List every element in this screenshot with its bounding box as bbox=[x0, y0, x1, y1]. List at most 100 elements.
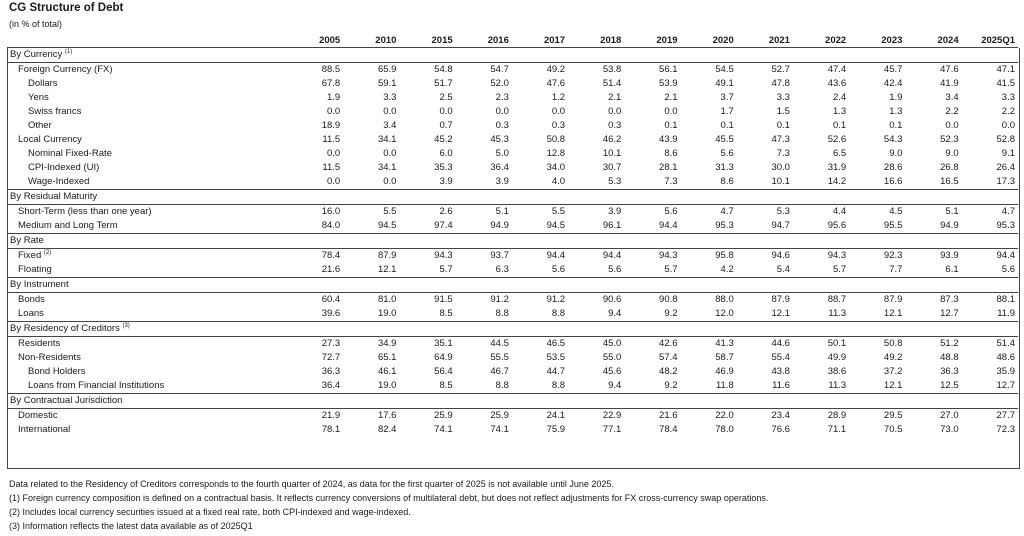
value-cell: 7.7 bbox=[849, 263, 906, 278]
section-label: By Currency bbox=[10, 49, 63, 60]
row-label-text: Bond Holders bbox=[28, 366, 86, 377]
value-cell: 19.0 bbox=[343, 307, 400, 322]
value-cell: 94.7 bbox=[736, 219, 793, 234]
section-header-row: By Residual Maturity bbox=[7, 189, 1018, 205]
value-cell: 29.5 bbox=[883, 410, 903, 421]
value-cell: 9.2 bbox=[624, 307, 681, 322]
value-cell: 31.9 bbox=[827, 162, 847, 173]
value-cell: 0.1 bbox=[664, 120, 678, 131]
value-cell: 17.6 bbox=[377, 410, 397, 421]
table-row: Swiss francs 0.0 0.0 0.0 0.0 0.0 0.0 0.0 1.7 1.5 1… bbox=[7, 105, 1018, 119]
value-cell: 52.7 bbox=[771, 64, 790, 75]
value-cell: 47.4 bbox=[827, 64, 847, 75]
row-label: Fixed (2) bbox=[7, 249, 287, 264]
value-cell: 45.3 bbox=[490, 134, 509, 145]
table-row: Medium and Long Term 84.0 94.5 97.4 94.9 94.5… bbox=[7, 219, 1018, 234]
row-label: International bbox=[7, 423, 287, 437]
year-header-cell: 2021 bbox=[736, 32, 793, 48]
value-cell: 24.1 bbox=[546, 410, 566, 421]
value-cell: 7.3 bbox=[776, 148, 790, 159]
value-cell: 11.9 bbox=[961, 307, 1018, 322]
value-cell: 78.1 bbox=[321, 424, 341, 435]
value-cell: 1.9 bbox=[327, 92, 341, 103]
value-cell: 9.0 bbox=[945, 148, 959, 159]
value-cell: 0.1 bbox=[776, 120, 790, 131]
value-cell: 52.0 bbox=[490, 78, 509, 89]
value-cell: 5.7 bbox=[399, 263, 456, 278]
value-cell: 54.3 bbox=[883, 134, 903, 145]
value-cell: 0.0 bbox=[343, 175, 400, 190]
table-row: Foreign Currency (FX) 88.5 65.9 54.8 54.7 49.… bbox=[7, 63, 1018, 78]
value-cell: 0.0 bbox=[383, 106, 397, 117]
value-cell: 0.0 bbox=[1001, 120, 1015, 131]
value-cell: 94.3 bbox=[434, 250, 453, 261]
debt-structure-table: 2005 2010 2015 2016 2017 2018 2019 2020 2021 2022… bbox=[7, 32, 1018, 437]
row-label: Bonds bbox=[7, 293, 287, 308]
value-cell: 9.1 bbox=[1001, 148, 1015, 159]
row-label-text: Non-Residents bbox=[18, 352, 81, 363]
row-label-text: Local Currency bbox=[18, 134, 82, 145]
value-cell: 11.3 bbox=[792, 307, 850, 322]
value-cell: 5.7 bbox=[624, 263, 681, 278]
year-header-cell: 2015 bbox=[399, 32, 456, 48]
year-header-cell: 2018 bbox=[568, 32, 625, 48]
value-cell: 41.3 bbox=[715, 338, 734, 349]
value-cell: 95.6 bbox=[792, 219, 850, 234]
year-header-cell: 2010 bbox=[343, 32, 400, 48]
table-row: Residents 27.3 34.9 35.1 44.5 46.5 45.0 42.6 41.… bbox=[7, 337, 1018, 352]
section-title: By Instrument bbox=[7, 277, 1018, 293]
value-cell: 3.9 bbox=[608, 206, 622, 217]
value-cell: 41.9 bbox=[940, 78, 959, 89]
value-cell: 11.5 bbox=[322, 162, 341, 173]
value-cell: 67.8 bbox=[321, 78, 341, 89]
value-cell: 2.6 bbox=[439, 206, 453, 217]
value-cell: 4.7 bbox=[1001, 206, 1015, 217]
value-cell: 49.1 bbox=[715, 78, 734, 89]
row-label: Wage-Indexed bbox=[7, 175, 287, 190]
table-row: Bonds 60.4 81.0 91.5 91.2 91.2 90.6 90.8 88.0 87.… bbox=[7, 293, 1018, 308]
value-cell: 2.2 bbox=[1001, 106, 1015, 117]
footnotes: Data related to the Residency of Credito… bbox=[9, 477, 768, 533]
row-label-text: Medium and Long Term bbox=[18, 220, 118, 231]
value-cell: 74.1 bbox=[434, 424, 453, 435]
section-title: By Contractual Jurisdiction bbox=[7, 393, 1018, 409]
section-header-row: By Instrument bbox=[7, 277, 1018, 293]
value-cell: 78.4 bbox=[321, 250, 341, 261]
value-cell: 5.6 bbox=[961, 263, 1018, 278]
value-cell: 11.8 bbox=[680, 379, 737, 394]
value-cell: 5.1 bbox=[945, 206, 959, 217]
value-cell: 0.0 bbox=[327, 106, 341, 117]
value-cell: 94.6 bbox=[771, 250, 790, 261]
value-cell: 34.9 bbox=[377, 338, 397, 349]
value-cell: 12.7 bbox=[905, 307, 962, 322]
value-cell: 8.8 bbox=[511, 307, 569, 322]
value-cell: 55.4 bbox=[771, 352, 790, 363]
row-label: Other bbox=[7, 119, 287, 133]
value-cell: 45.2 bbox=[434, 134, 453, 145]
value-cell: 36.3 bbox=[321, 366, 341, 377]
value-cell: 0.7 bbox=[439, 120, 453, 131]
page-title: CG Structure of Debt bbox=[9, 2, 124, 14]
value-cell: 51.4 bbox=[602, 78, 622, 89]
value-cell: 81.0 bbox=[377, 294, 397, 305]
value-cell: 82.4 bbox=[377, 424, 397, 435]
value-cell: 96.1 bbox=[568, 219, 625, 234]
value-cell: 0.3 bbox=[495, 120, 509, 131]
value-cell: 0.0 bbox=[551, 106, 566, 117]
row-label: Domestic bbox=[7, 409, 287, 424]
value-cell: 0.0 bbox=[945, 120, 959, 131]
value-cell: 50.8 bbox=[546, 134, 566, 145]
section-header-row: By Contractual Jurisdiction bbox=[7, 393, 1018, 409]
value-cell: 93.9 bbox=[940, 250, 959, 261]
value-cell: 44.7 bbox=[546, 366, 566, 377]
footnote-marker: (2) bbox=[43, 249, 52, 256]
table-row: Fixed (2) 78.4 87.9 94.3 93.7 94.4 94.4 94.3 95.… bbox=[7, 249, 1018, 264]
value-cell: 54.8 bbox=[434, 64, 453, 75]
row-label: Medium and Long Term bbox=[7, 219, 287, 234]
value-cell: 3.9 bbox=[455, 175, 512, 190]
value-cell: 46.1 bbox=[377, 366, 397, 377]
section-label: By Residency of Creditors bbox=[10, 323, 120, 334]
value-cell: 90.8 bbox=[659, 294, 678, 305]
table-row: Other 18.9 3.4 0.7 0.3 0.3 0.3 0.1 0.1 0.1 0.1 0.1 0… bbox=[7, 119, 1018, 133]
value-cell: 72.3 bbox=[996, 424, 1016, 435]
